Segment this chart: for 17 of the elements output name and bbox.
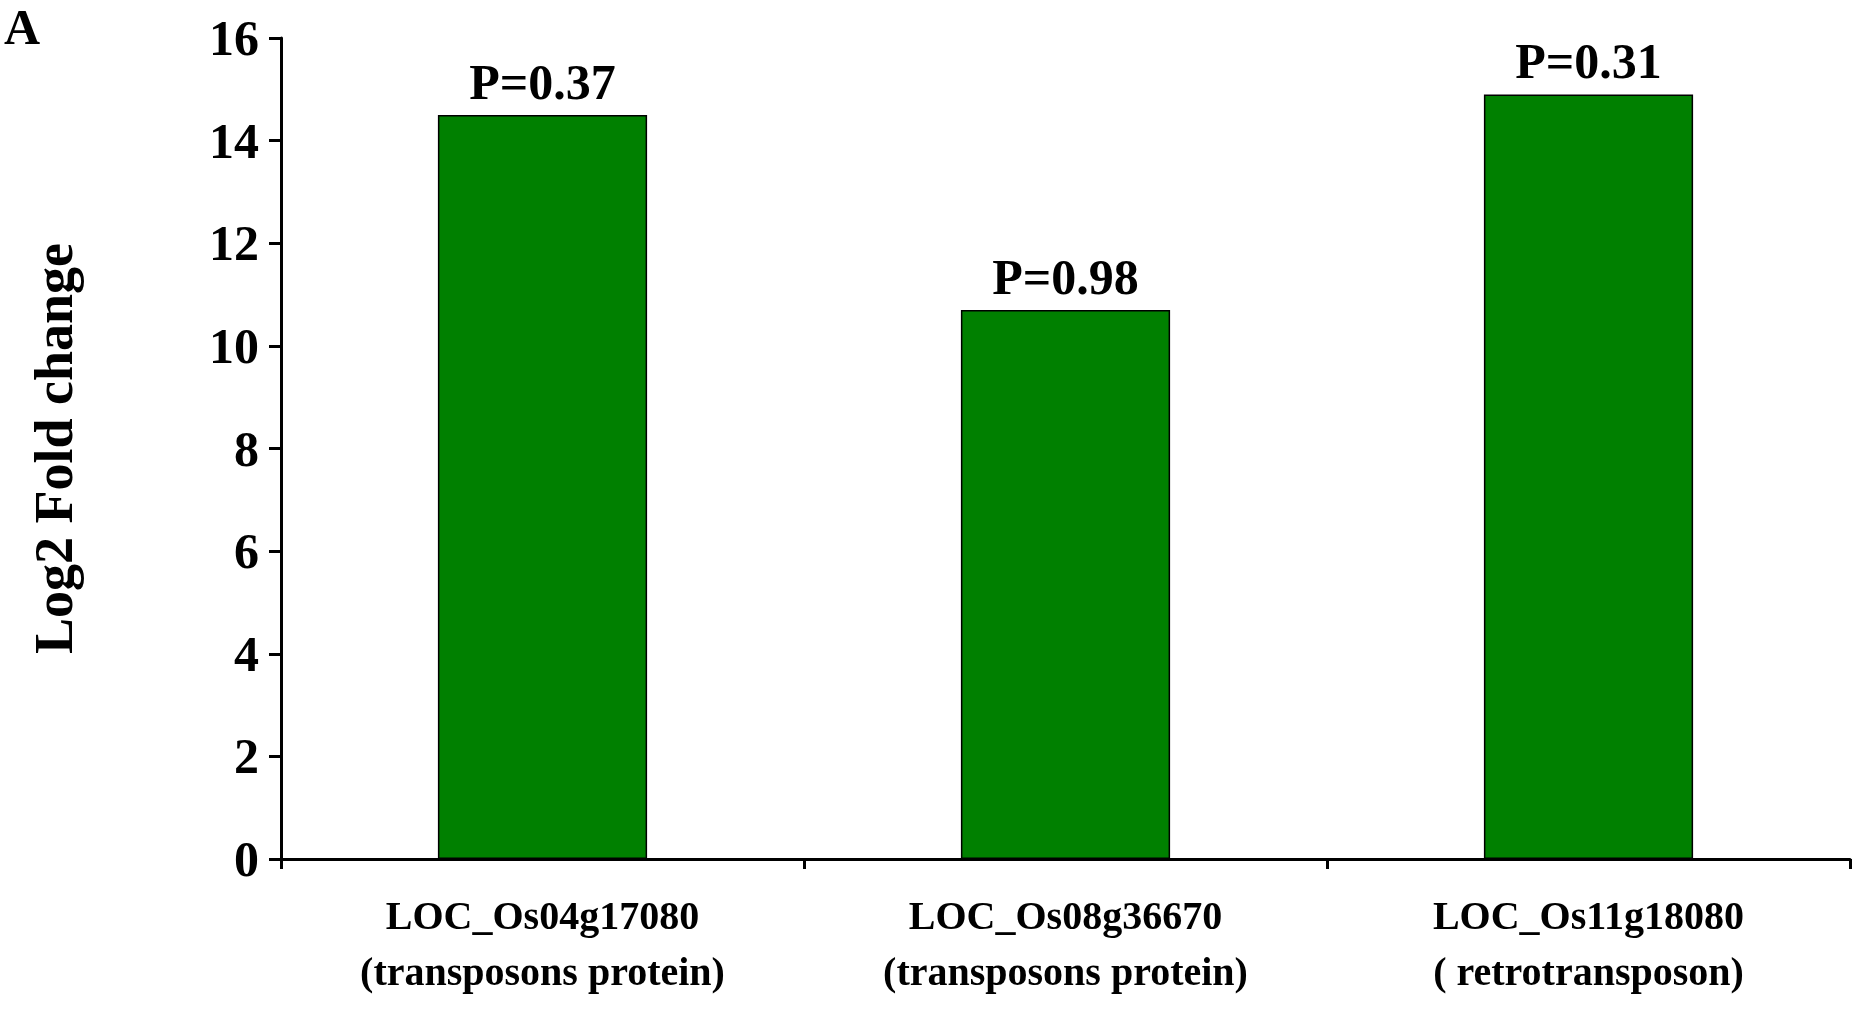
x-tick-label: LOC_Os04g17080 (transposons protein) (360, 892, 725, 994)
y-tick-label: 0 (234, 831, 259, 887)
y-tick-label: 10 (209, 317, 259, 374)
x-tick-label: LOC_Os11g18080 ( retrotransposon) (1432, 892, 1745, 994)
text: A (4, 0, 41, 55)
y-tick-label: 12 (209, 215, 259, 272)
y-tick-label: 8 (234, 420, 259, 477)
y-tick-label: 16 (209, 10, 259, 66)
annotation: P=0.37 (469, 53, 616, 110)
y-axis-title: Log2 Fold change (24, 242, 84, 655)
y-tick-label: 2 (234, 728, 259, 785)
annotation: P=0.31 (1515, 33, 1662, 90)
y-tick-label: 6 (234, 523, 259, 580)
x-tick-label: LOC_Os08g36670 (transposons protein) (883, 892, 1248, 994)
y-tick-label: 4 (234, 625, 259, 682)
y-tick-label: 14 (209, 112, 259, 169)
annotation: P=0.98 (992, 248, 1139, 305)
